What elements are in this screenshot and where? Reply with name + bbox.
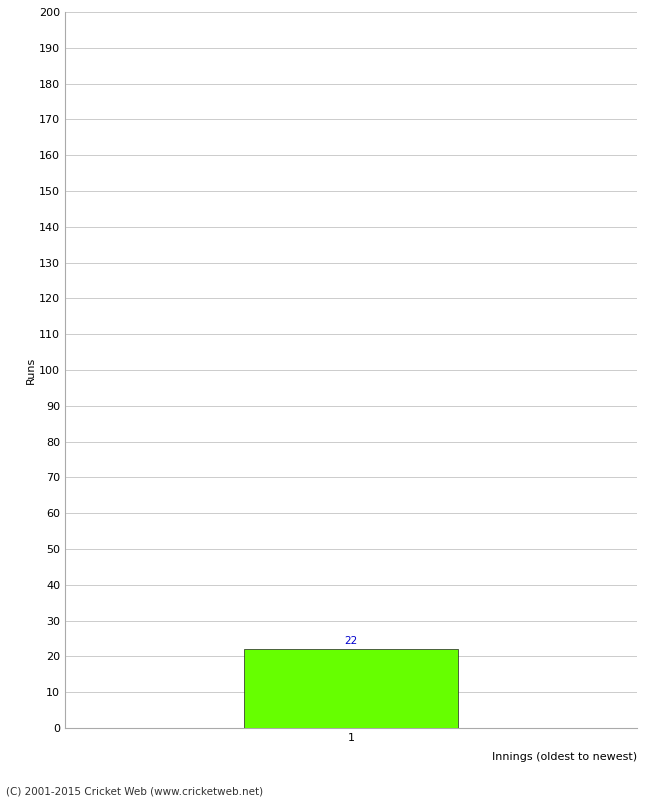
Y-axis label: Runs: Runs xyxy=(26,356,36,384)
Bar xyxy=(244,650,458,728)
Text: Innings (oldest to newest): Innings (oldest to newest) xyxy=(492,752,637,762)
Text: 22: 22 xyxy=(344,636,358,646)
Text: (C) 2001-2015 Cricket Web (www.cricketweb.net): (C) 2001-2015 Cricket Web (www.cricketwe… xyxy=(6,786,264,796)
